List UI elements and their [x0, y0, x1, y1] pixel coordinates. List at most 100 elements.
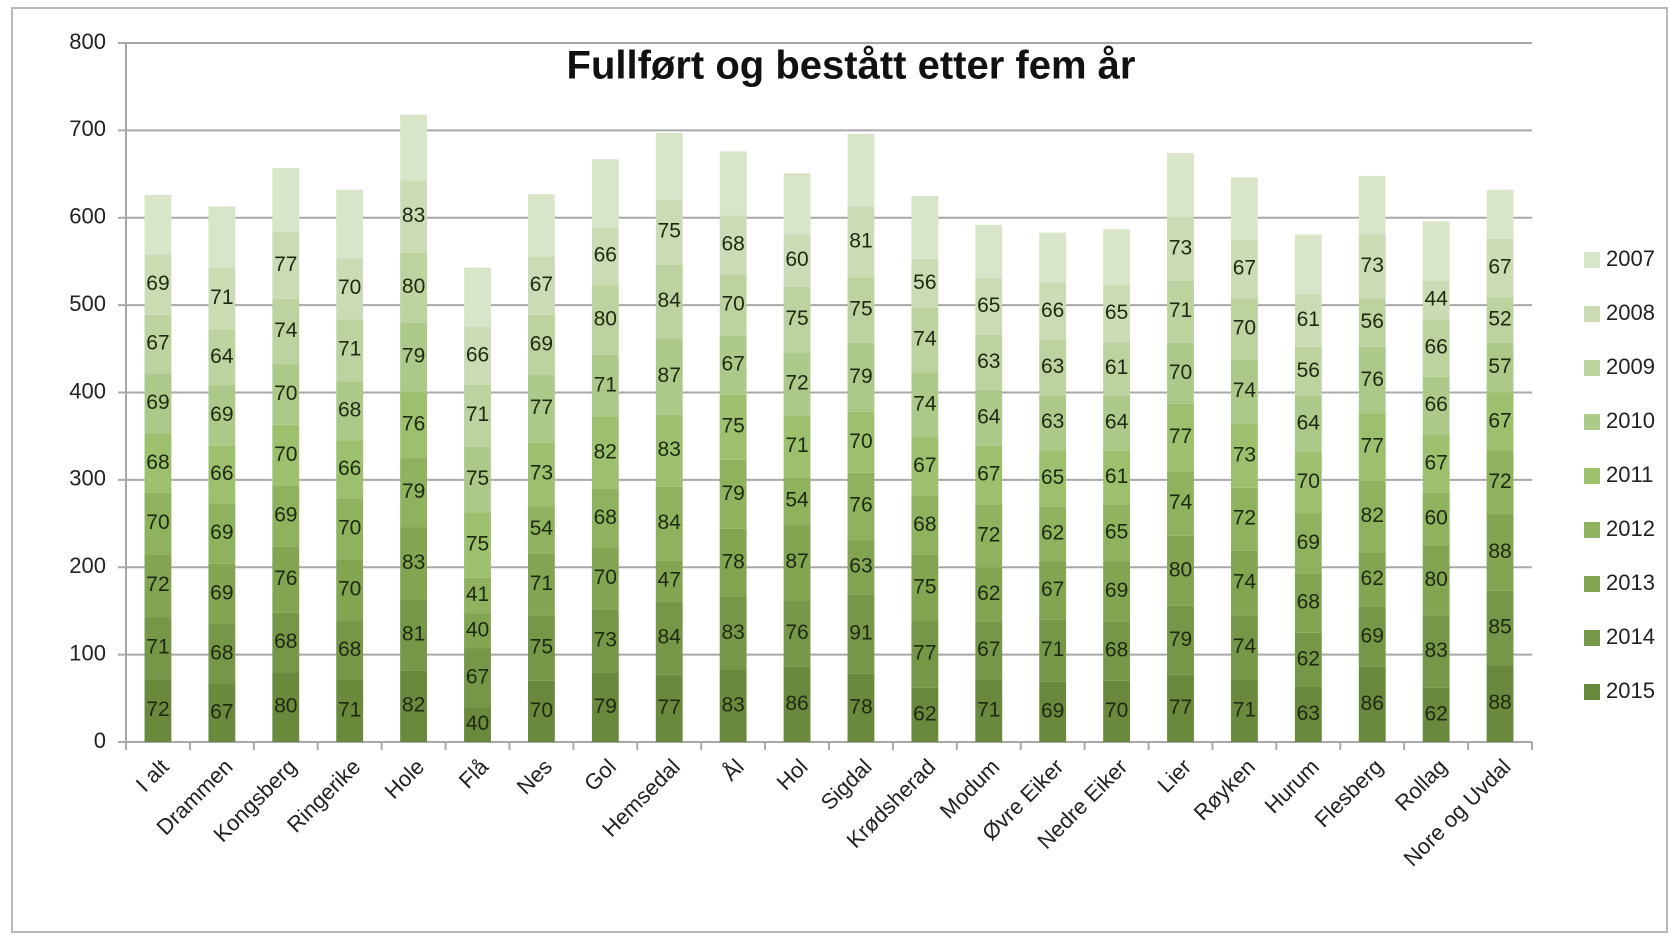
- data-label: 68: [594, 506, 617, 529]
- y-tick-label: 0: [94, 728, 106, 753]
- bar-segment: [1294, 395, 1322, 452]
- data-label: 81: [402, 623, 425, 646]
- data-label: 79: [1169, 628, 1192, 651]
- legend-label: 2011: [1606, 462, 1653, 487]
- bar-segment: [1294, 513, 1322, 574]
- data-label: 68: [338, 398, 361, 421]
- bar-segment: [591, 416, 619, 489]
- data-label: 66: [210, 462, 233, 485]
- data-label: 76: [849, 494, 872, 517]
- legend-label: 2008: [1606, 300, 1655, 325]
- data-label: 62: [1424, 702, 1447, 725]
- bar-segment: [272, 485, 300, 547]
- bar-segment: [272, 546, 300, 613]
- bar-segment: [911, 687, 939, 742]
- bar-segment: [1422, 376, 1450, 435]
- data-label: 80: [274, 695, 297, 718]
- data-label: 62: [1297, 647, 1320, 670]
- data-label: 68: [210, 641, 233, 664]
- legend-swatch: [1584, 306, 1600, 322]
- bar-segment: [911, 495, 939, 556]
- data-label: 64: [1297, 412, 1321, 435]
- bar-segment: [847, 133, 875, 207]
- bar-segment: [464, 267, 491, 327]
- data-label: 61: [1297, 308, 1320, 331]
- bar-segment: [719, 528, 747, 597]
- data-label: 75: [466, 467, 489, 490]
- data-label: 68: [274, 630, 297, 653]
- bar-segment: [1294, 451, 1322, 514]
- bar-segment: [336, 679, 364, 742]
- data-label: 74: [1169, 491, 1193, 514]
- bar-segment: [1103, 229, 1131, 286]
- bar-segment: [1358, 175, 1386, 235]
- data-label: 71: [338, 338, 361, 361]
- bar-segment: [336, 440, 364, 499]
- data-label: 67: [530, 273, 553, 296]
- bar-segment: [464, 613, 491, 649]
- bar-segment: [719, 394, 747, 460]
- bar-segment: [1039, 340, 1067, 396]
- bar-segment: [1039, 561, 1067, 620]
- bar-segment: [527, 375, 555, 443]
- bar-segment: [208, 503, 236, 564]
- data-label: 71: [1041, 638, 1064, 661]
- data-label: 62: [1361, 567, 1384, 590]
- bar-segment: [911, 372, 939, 438]
- data-label: 77: [530, 396, 553, 419]
- data-label: 71: [1233, 699, 1256, 722]
- bar-segment: [975, 224, 1003, 279]
- data-label: 69: [1297, 531, 1320, 554]
- data-label: 73: [1233, 443, 1256, 466]
- data-label: 69: [210, 581, 233, 604]
- bar-segment: [1486, 513, 1514, 591]
- bar-segment: [464, 326, 491, 385]
- bar-segment: [719, 596, 747, 670]
- bar-segment: [1167, 471, 1194, 536]
- bar-segment: [719, 335, 747, 395]
- bar-segment: [847, 277, 875, 343]
- bar-segment: [1422, 492, 1450, 546]
- data-label: 70: [530, 699, 553, 722]
- bar-segment: [591, 672, 619, 742]
- data-label: 80: [1424, 568, 1447, 591]
- data-label: 69: [210, 521, 233, 544]
- bar-segment: [527, 194, 555, 257]
- data-label: 64: [977, 405, 1001, 428]
- data-label: 75: [658, 220, 681, 243]
- bar-segment: [400, 458, 428, 528]
- bar-segment: [527, 615, 555, 681]
- data-label: 63: [849, 554, 872, 577]
- legend-swatch: [1584, 360, 1600, 376]
- data-label: 65: [1105, 301, 1128, 324]
- legend-label: 2015: [1606, 678, 1655, 703]
- bar-segment: [783, 173, 811, 235]
- legend-swatch: [1584, 576, 1600, 592]
- data-label: 73: [1169, 236, 1192, 259]
- bar-segment: [1230, 359, 1258, 424]
- data-label: 71: [146, 636, 169, 659]
- bar-segment: [1039, 619, 1067, 682]
- bar-segment: [1230, 298, 1258, 360]
- legend-label: 2012: [1606, 516, 1655, 541]
- bar-segment: [208, 329, 236, 386]
- bar-segment: [847, 206, 875, 278]
- bar-segment: [1103, 341, 1131, 396]
- data-label: 79: [721, 482, 744, 505]
- bar-segment: [911, 437, 939, 496]
- data-label: 63: [1041, 355, 1064, 378]
- data-label: 62: [913, 702, 936, 725]
- data-label: 72: [977, 523, 1000, 546]
- data-label: 65: [1041, 466, 1064, 489]
- data-label: 66: [1041, 299, 1064, 322]
- data-label: 68: [338, 638, 361, 661]
- bar-segment: [591, 354, 619, 417]
- bar-segment: [144, 195, 172, 255]
- data-label: 70: [274, 443, 297, 466]
- bar-segment: [464, 384, 491, 447]
- data-label: 66: [1424, 393, 1447, 416]
- bar-segment: [911, 307, 939, 373]
- data-label: 69: [210, 403, 233, 426]
- bar-segment: [1103, 621, 1131, 681]
- data-label: 41: [466, 583, 489, 606]
